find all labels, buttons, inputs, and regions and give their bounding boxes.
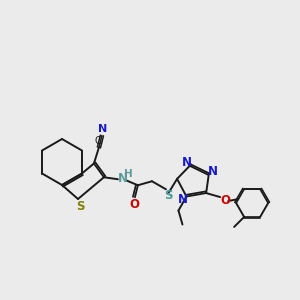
- Text: S: S: [164, 189, 172, 202]
- Text: N: N: [182, 156, 192, 169]
- Text: O: O: [129, 198, 139, 211]
- Text: N: N: [118, 172, 128, 185]
- Text: H: H: [124, 169, 132, 179]
- Text: O: O: [220, 194, 230, 207]
- Text: N: N: [98, 124, 107, 134]
- Text: S: S: [76, 200, 84, 212]
- Text: N: N: [208, 165, 218, 178]
- Text: N: N: [178, 193, 188, 206]
- Text: C: C: [94, 136, 101, 146]
